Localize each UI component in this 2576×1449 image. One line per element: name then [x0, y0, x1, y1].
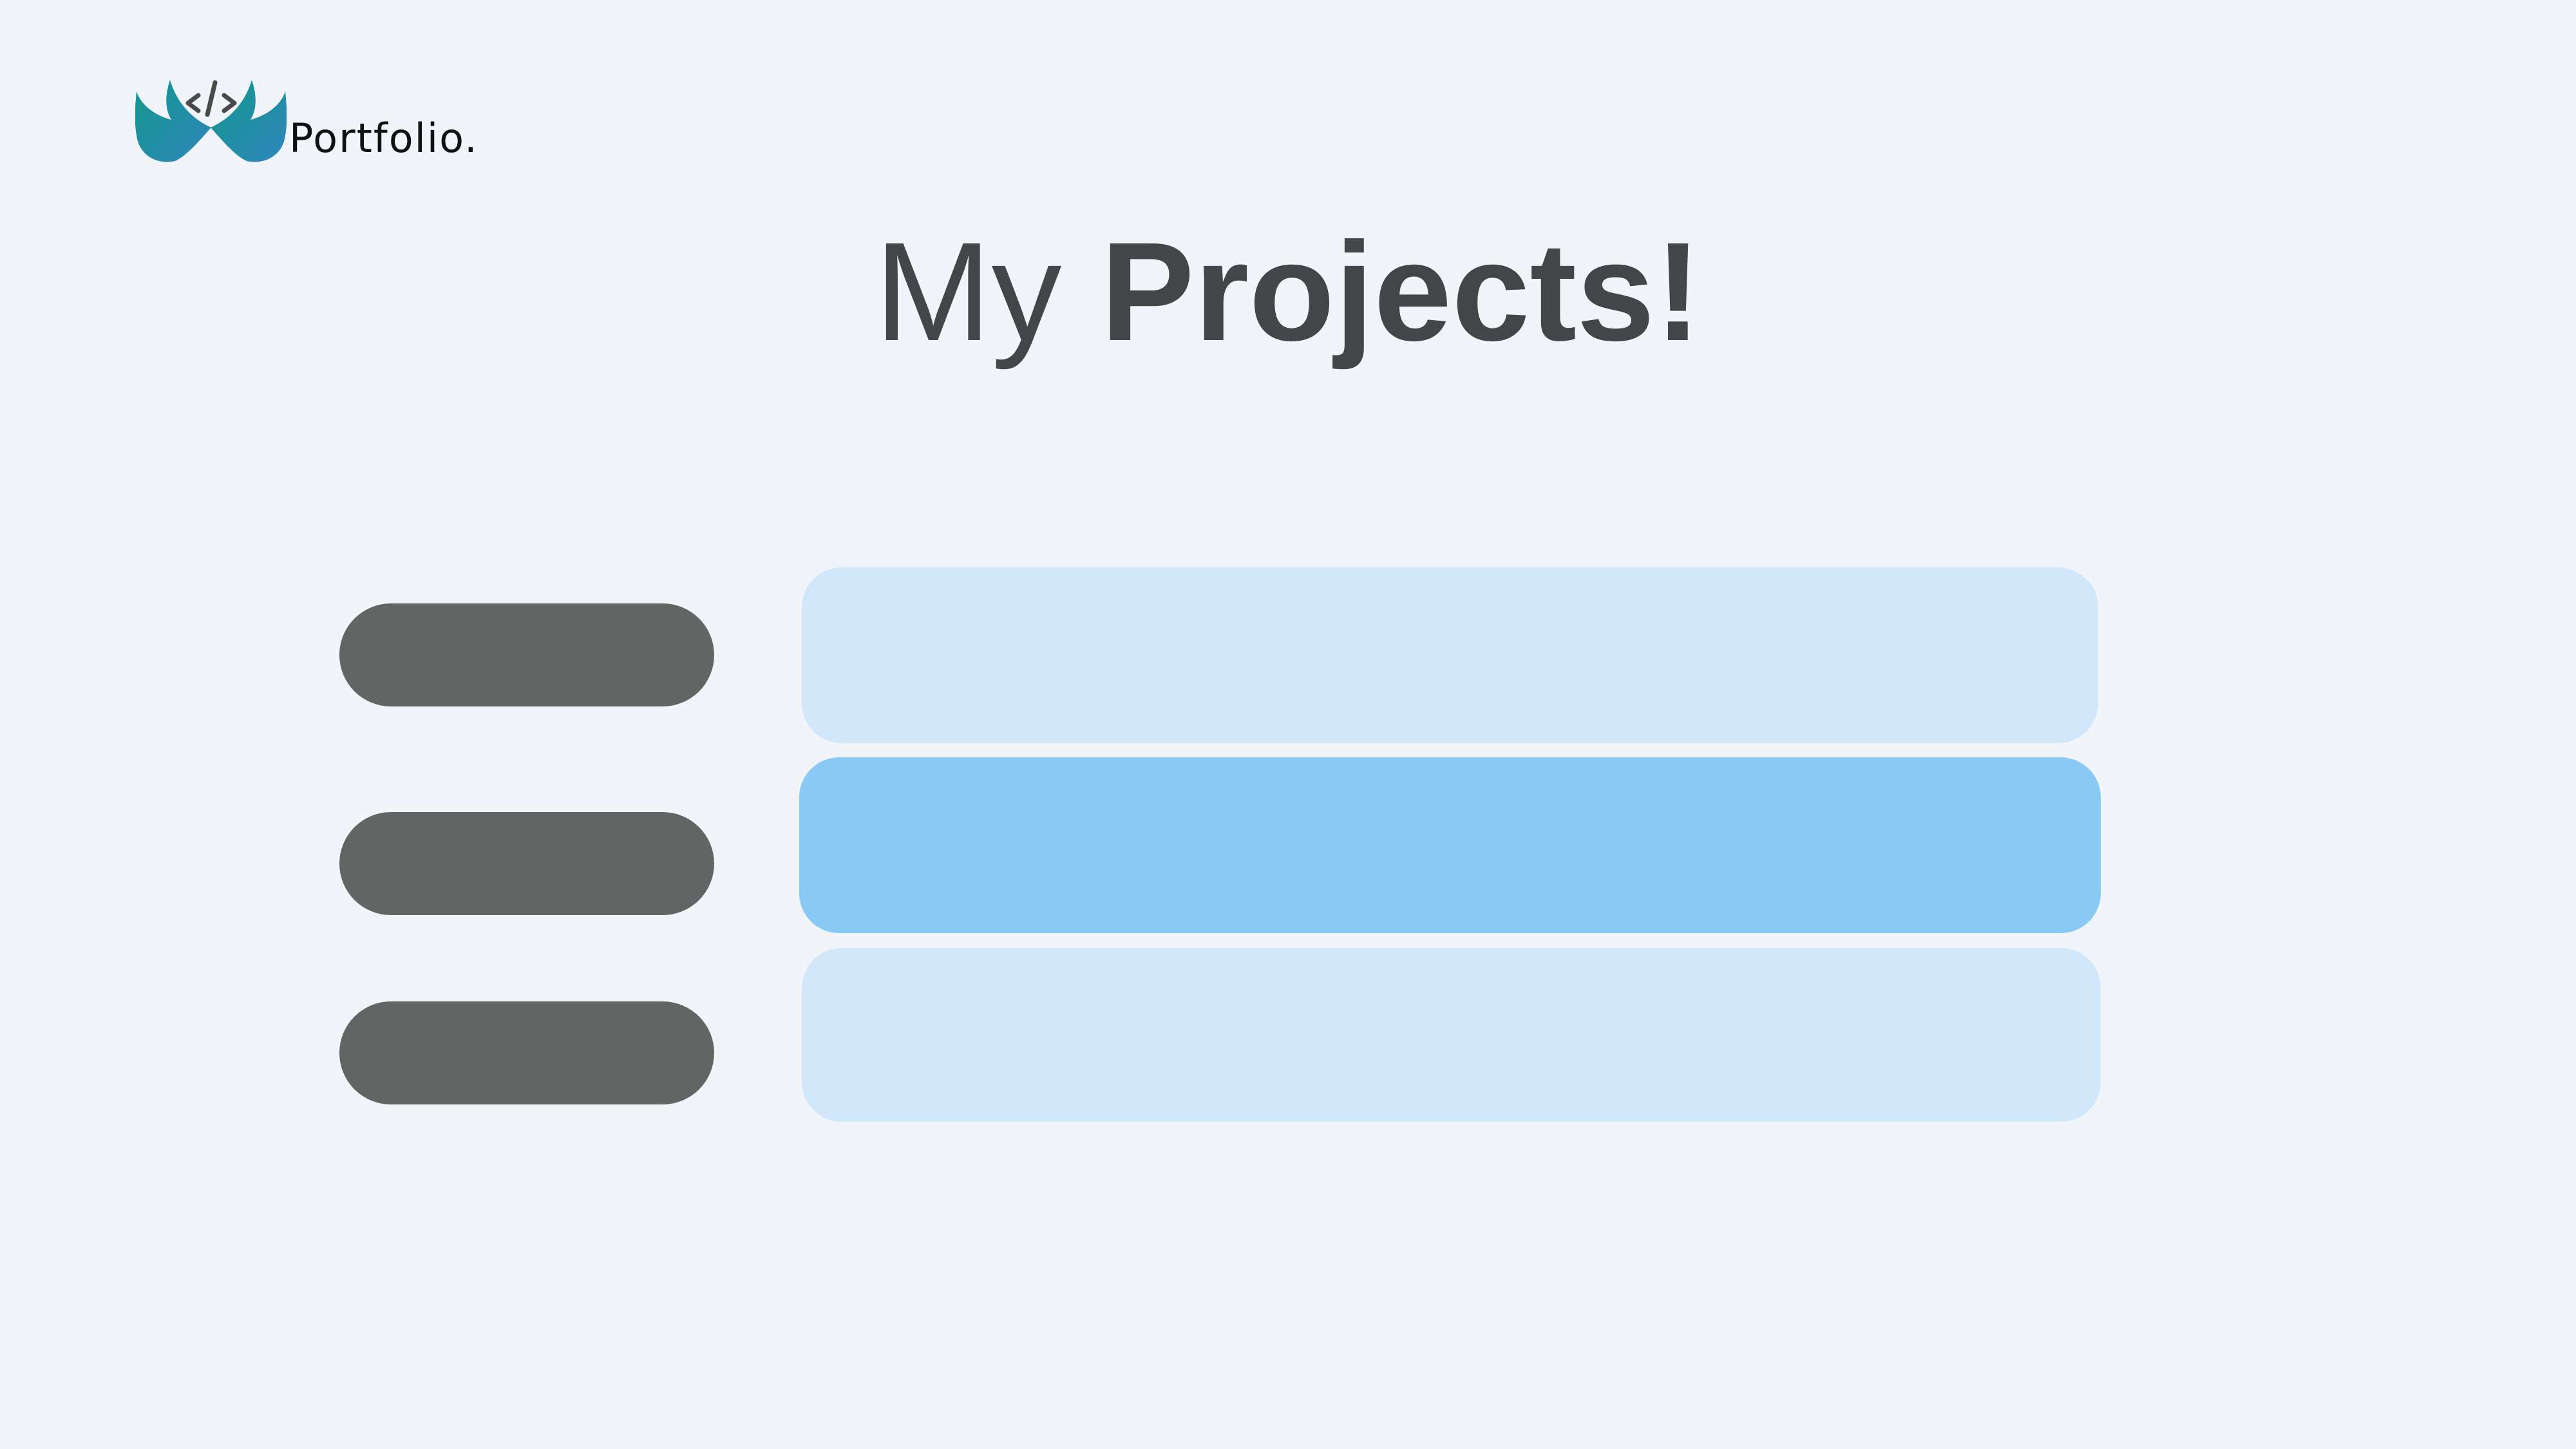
page-title-light: My — [874, 214, 1062, 370]
project-card-2-active[interactable] — [799, 757, 2101, 933]
project-tag-3 — [339, 1001, 714, 1104]
project-card-3[interactable] — [802, 948, 2101, 1122]
page-title: My Projects! — [0, 222, 2576, 363]
page-title-bold: Projects! — [1101, 214, 1702, 370]
brand-logo-link[interactable]: Portfolio. — [135, 76, 478, 173]
project-card-1[interactable] — [802, 567, 2098, 743]
project-tag-1 — [339, 603, 714, 706]
project-tag-2 — [339, 812, 714, 915]
brand-name: Portfolio. — [289, 114, 478, 162]
code-tag-icon — [135, 80, 287, 162]
